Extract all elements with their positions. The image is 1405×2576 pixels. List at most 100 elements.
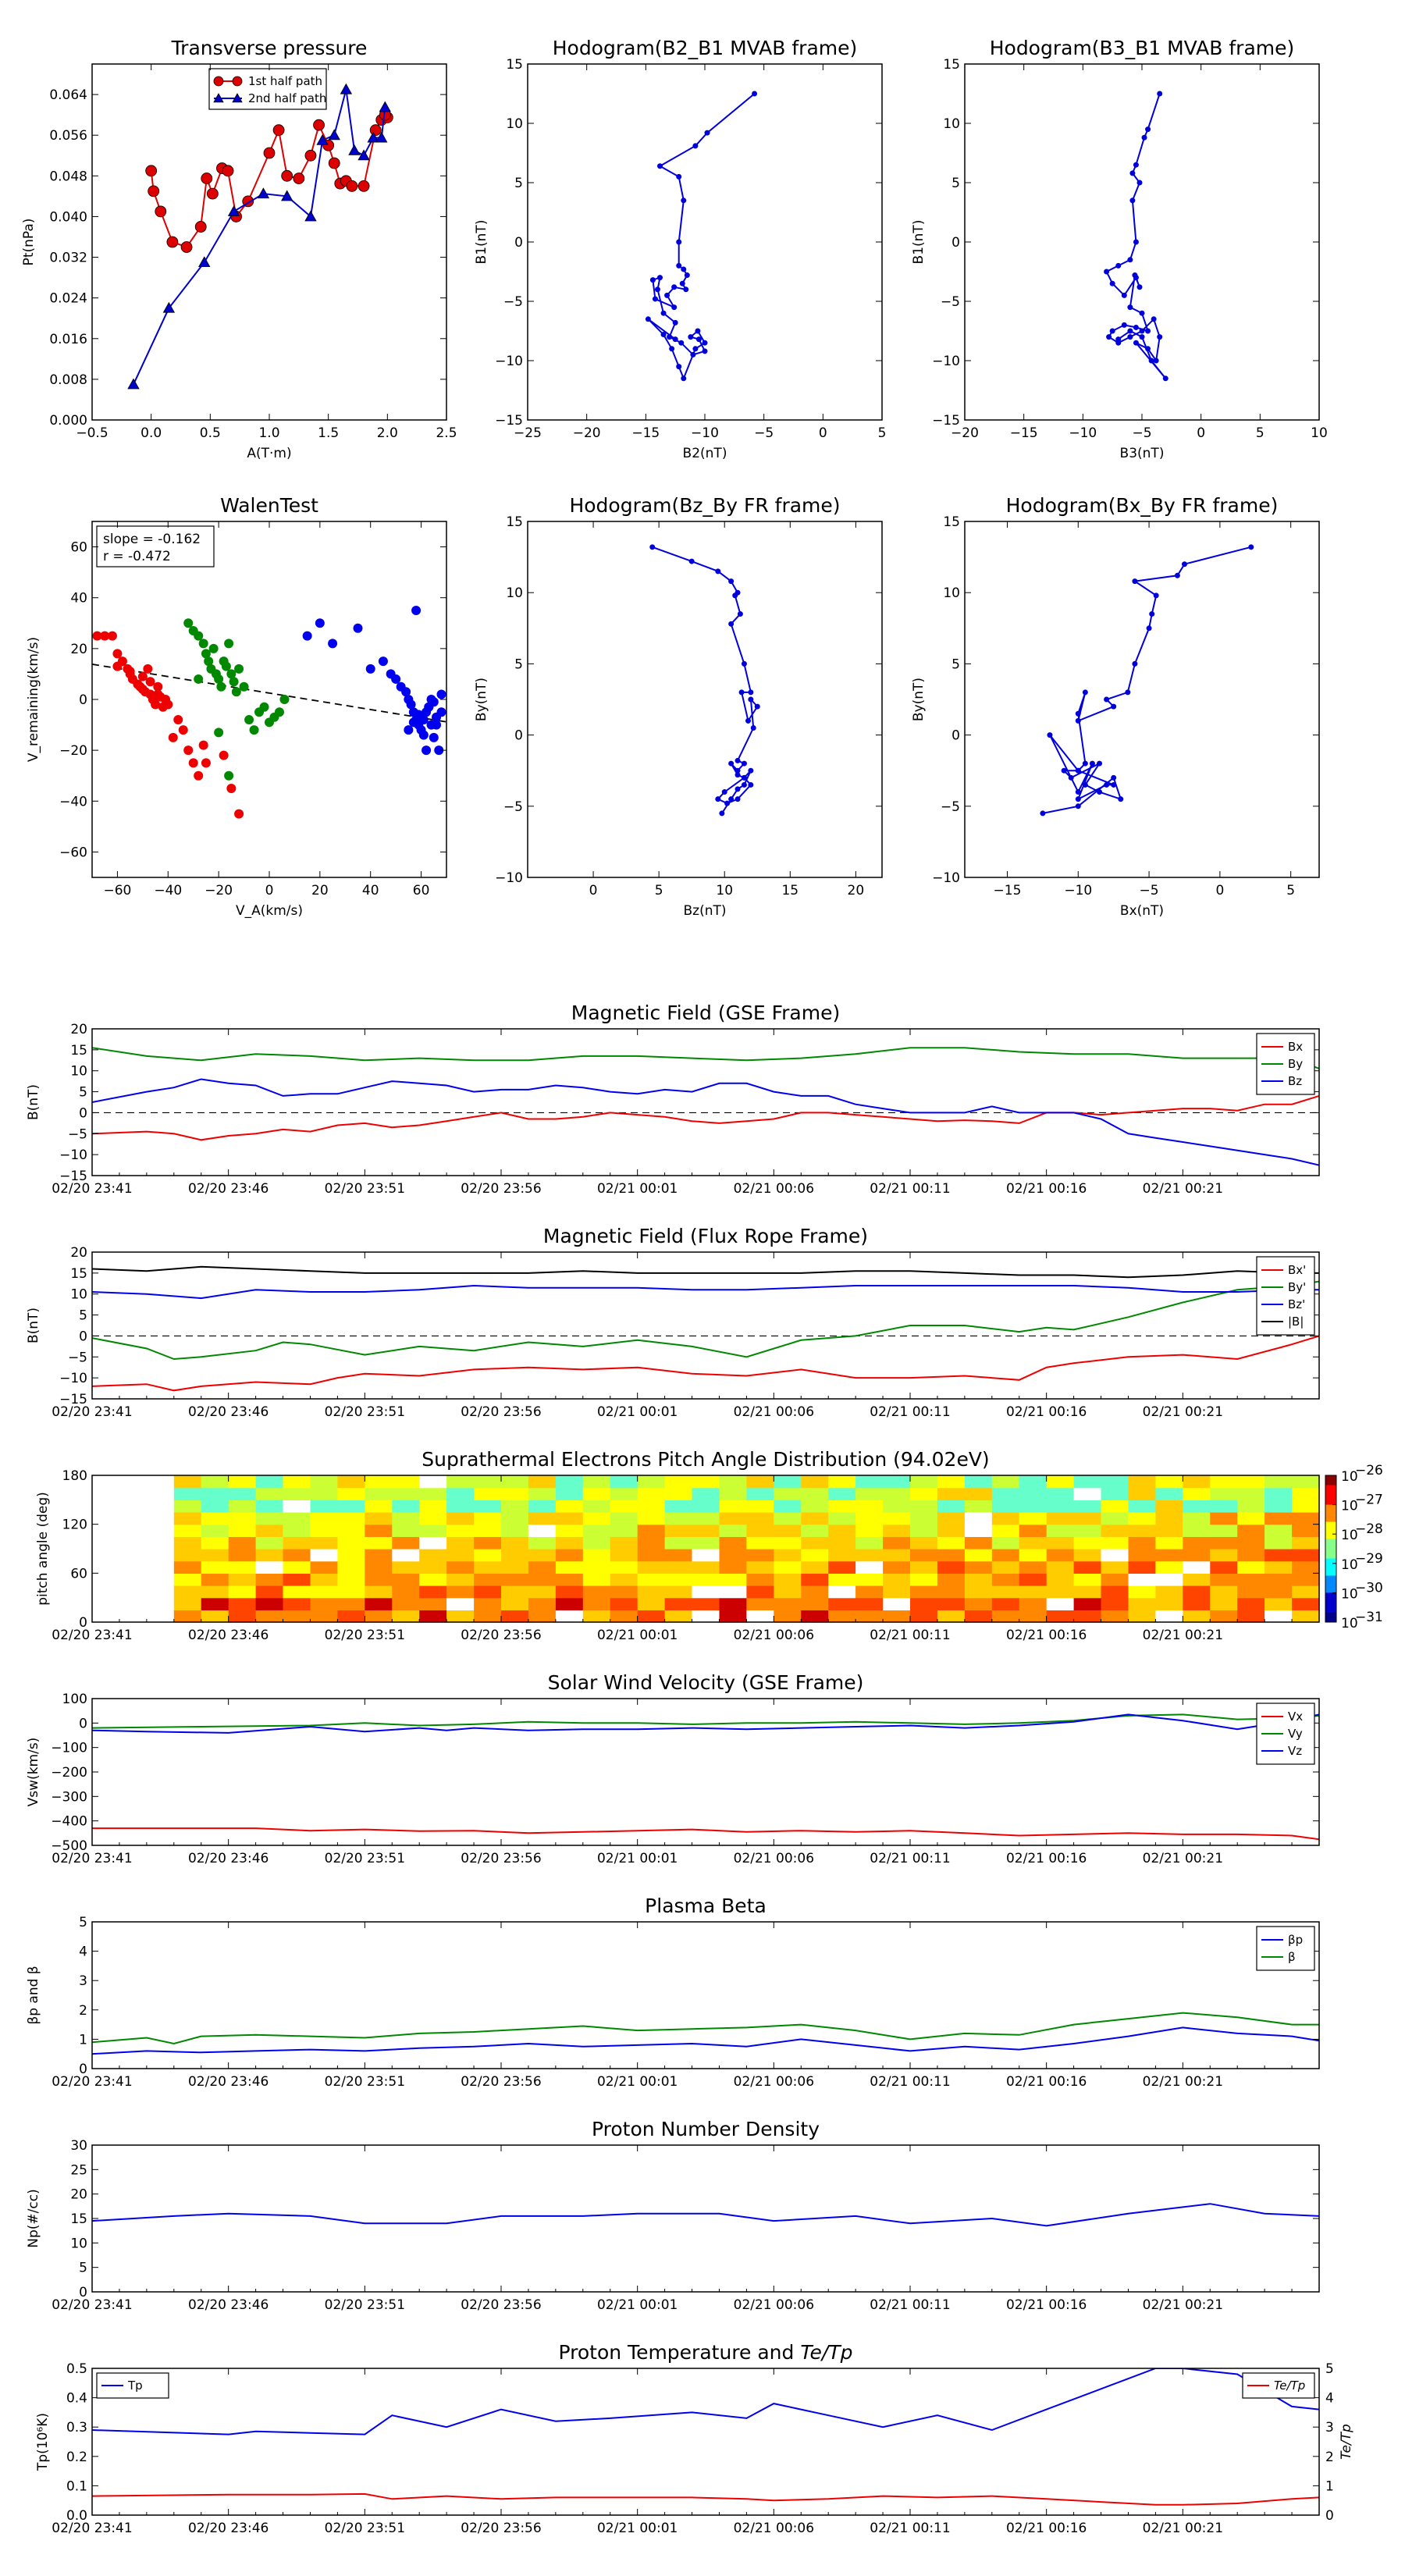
np-frame: [91, 2144, 1320, 2293]
pad-colorbar-segment: [1325, 1602, 1336, 1606]
hodogram_b3b1-point: [1121, 322, 1127, 328]
pad-cell: [1101, 1475, 1129, 1489]
pad-cell: [173, 1475, 202, 1489]
hodogram_b3b1-point: [1136, 180, 1143, 186]
pad-time-tick-label: 02/21 00:01: [597, 1628, 678, 1643]
pad-cell: [828, 1549, 856, 1562]
hodogram_bxby-point: [1104, 696, 1110, 703]
walen-point: [229, 677, 239, 687]
hodogram_b2b1-point: [671, 304, 678, 311]
beta-time-tick-label: 02/20 23:56: [461, 2074, 541, 2090]
mag_gse-time-tick-label: 02/21 00:21: [1143, 1181, 1223, 1197]
pad-cell: [310, 1500, 338, 1513]
beta-time-tick-label: 02/21 00:06: [734, 2074, 814, 2090]
hodogram_bxby-point: [1082, 689, 1088, 696]
pad-cell: [1155, 1585, 1183, 1599]
pad-cell: [474, 1597, 502, 1610]
hodogram_bxby-point: [1111, 774, 1117, 781]
pad-cell: [610, 1475, 638, 1489]
pad-cell: [774, 1500, 802, 1513]
walen_test-xtick-label: −60: [103, 883, 131, 898]
hodogram_b3b1-frame: [964, 63, 1320, 421]
pad-cell: [228, 1524, 257, 1537]
pad-cell: [365, 1610, 393, 1623]
pad-title: Suprathermal Electrons Pitch Angle Distr…: [422, 1448, 989, 1471]
pad-cell: [419, 1524, 447, 1537]
hodogram_bzby-point: [741, 660, 747, 667]
pad-cell: [664, 1512, 693, 1525]
pad-cell: [1264, 1560, 1293, 1574]
pad-colorbar-segment: [1325, 1556, 1336, 1560]
transverse_pressure-ytick-label: 0.000: [49, 413, 87, 429]
pad-colorbar-segment: [1325, 1582, 1336, 1586]
pt-series-marker: [145, 165, 158, 177]
pt-series-marker: [155, 205, 167, 218]
pad-cell: [1264, 1524, 1293, 1537]
mag_fr-ytick-label: −10: [59, 1371, 87, 1386]
hodogram_bxby-point: [1089, 760, 1095, 767]
walen-point: [183, 618, 194, 628]
pad-cell: [446, 1536, 475, 1550]
pad-cell: [446, 1549, 475, 1562]
pad-cell: [1264, 1597, 1293, 1610]
pad-cell: [201, 1512, 229, 1525]
pad-cell: [337, 1475, 365, 1489]
pad-cell: [1073, 1610, 1102, 1623]
pad-cell: [610, 1597, 638, 1610]
walen-point: [239, 681, 249, 692]
hodogram_bzby-ytick-label: 10: [506, 585, 523, 601]
hodogram_bzby-point: [737, 611, 743, 617]
pad-cell: [201, 1487, 229, 1500]
walen-point: [168, 732, 178, 742]
pad-colorbar-segment: [1325, 1502, 1336, 1506]
walen-point: [418, 730, 429, 740]
walen-point: [173, 715, 183, 725]
pad-cell: [746, 1597, 774, 1610]
pad-cell: [1046, 1549, 1075, 1562]
pad-cell: [446, 1610, 475, 1623]
pad-ytick-label: 120: [62, 1517, 87, 1533]
pad-cell: [664, 1585, 693, 1599]
pad-cell: [910, 1524, 938, 1537]
hodogram_b2b1-panel: Hodogram(B2_B1 MVAB frame) −15 −10 −5 0 5 10 15…: [474, 37, 886, 461]
pad-cell: [828, 1536, 856, 1550]
hodogram_bzby-point: [735, 757, 741, 763]
np-ytick-label: 25: [70, 2162, 87, 2178]
transverse_pressure-ylabel: Pt(nPa): [21, 219, 37, 266]
tp-time-tick-label: 02/20 23:41: [52, 2521, 132, 2536]
hodogram_bzby-xtick-label: 20: [848, 883, 865, 898]
pad-cell: [719, 1512, 747, 1525]
pad-cell: [910, 1549, 938, 1562]
beta-legend-label: βp: [1288, 1933, 1303, 1947]
pad-cell: [337, 1500, 365, 1513]
pad-cell: [1101, 1560, 1129, 1574]
hodogram_bzby-ytick-label: 15: [506, 514, 523, 530]
pt-series-marker: [162, 301, 176, 313]
hodogram_bxby-point: [1097, 760, 1103, 767]
hodogram_b3b1-point: [1129, 170, 1136, 176]
pad-colorbar-segment: [1325, 1543, 1336, 1547]
pad-cell: [1292, 1524, 1320, 1537]
pad-cell: [419, 1573, 447, 1586]
pad-cell: [474, 1585, 502, 1599]
pad-time-tick-label: 02/21 00:11: [870, 1628, 950, 1643]
walen-point: [274, 707, 284, 717]
hodogram_bzby-point: [732, 592, 738, 599]
pad-cell: [283, 1524, 311, 1537]
pad-cell: [528, 1475, 557, 1489]
vsw-ytick-label: −200: [51, 1765, 87, 1781]
pad-cell: [392, 1560, 420, 1574]
hodogram_bzby-point: [735, 786, 741, 792]
pad-cell: [746, 1536, 774, 1550]
beta-ytick-label: 4: [79, 1944, 87, 1960]
pad-cell: [173, 1536, 202, 1550]
np-ytick-label: 0: [79, 2285, 87, 2300]
pad-cell: [1046, 1536, 1075, 1550]
tp-ytick-right-label: 2: [1325, 2450, 1334, 2465]
pad-cell: [1210, 1585, 1238, 1599]
pad-cell: [1210, 1549, 1238, 1562]
pad-colorbar-segment: [1325, 1534, 1336, 1537]
hodogram_b2b1-point: [681, 375, 687, 382]
hodogram_bxby-point: [1104, 781, 1110, 788]
walen_test-panel: slope = -0.162 r = -0.472 WalenTest −60 −40 −…: [26, 494, 447, 919]
